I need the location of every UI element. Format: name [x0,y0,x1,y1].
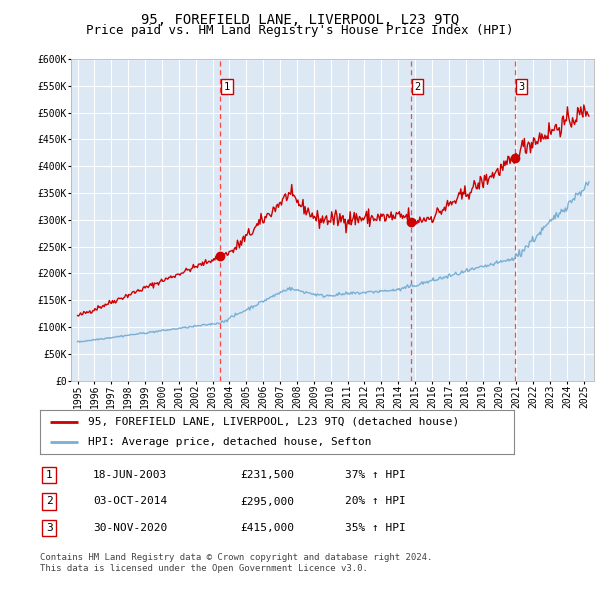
Text: 95, FOREFIELD LANE, LIVERPOOL, L23 9TQ (detached house): 95, FOREFIELD LANE, LIVERPOOL, L23 9TQ (… [88,417,459,427]
Text: 37% ↑ HPI: 37% ↑ HPI [345,470,406,480]
Text: £295,000: £295,000 [240,497,294,506]
Text: HPI: Average price, detached house, Sefton: HPI: Average price, detached house, Seft… [88,437,371,447]
Text: 03-OCT-2014: 03-OCT-2014 [93,497,167,506]
Text: 95, FOREFIELD LANE, LIVERPOOL, L23 9TQ: 95, FOREFIELD LANE, LIVERPOOL, L23 9TQ [141,13,459,27]
Text: 35% ↑ HPI: 35% ↑ HPI [345,523,406,533]
Text: 20% ↑ HPI: 20% ↑ HPI [345,497,406,506]
Text: Price paid vs. HM Land Registry's House Price Index (HPI): Price paid vs. HM Land Registry's House … [86,24,514,37]
Text: 2: 2 [46,497,53,506]
Text: 3: 3 [46,523,53,533]
Text: 2: 2 [414,82,421,92]
Text: 30-NOV-2020: 30-NOV-2020 [93,523,167,533]
Text: Contains HM Land Registry data © Crown copyright and database right 2024.
This d: Contains HM Land Registry data © Crown c… [40,553,433,573]
Text: £231,500: £231,500 [240,470,294,480]
Text: 1: 1 [224,82,230,92]
Text: 18-JUN-2003: 18-JUN-2003 [93,470,167,480]
Text: £415,000: £415,000 [240,523,294,533]
Text: 1: 1 [46,470,53,480]
Text: 3: 3 [518,82,524,92]
